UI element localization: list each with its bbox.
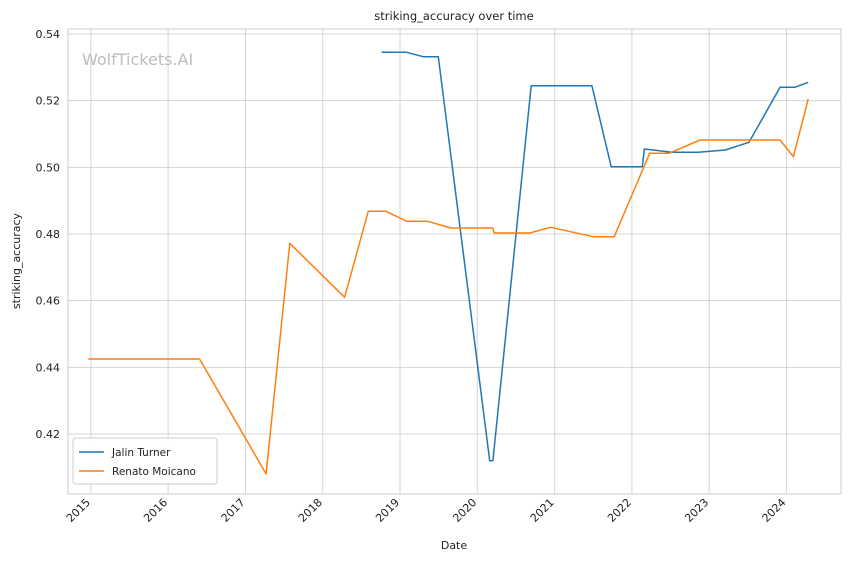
plot-frame: [67, 28, 842, 495]
chart-title: striking_accuracy over time: [374, 9, 533, 23]
y-axis-label: striking_accuracy: [10, 212, 23, 309]
legend: Jalin Turner Renato Moicano: [72, 437, 218, 485]
y-tick-label: 0.44: [36, 361, 61, 374]
series-line-1: [381, 51, 809, 462]
y-ticks: 0.42 0.44 0.46 0.48 0.50 0.52 0.54: [36, 28, 61, 441]
x-axis-label: Date: [441, 539, 468, 552]
y-tick-label: 0.46: [36, 295, 61, 308]
watermark: WolfTickets.AI: [82, 50, 193, 69]
grid: [68, 29, 841, 494]
y-tick-label: 0.54: [36, 28, 61, 41]
y-tick-label: 0.50: [36, 161, 61, 174]
legend-label-series-1: Jalin Turner: [111, 447, 171, 459]
legend-label-series-2: Renato Moicano: [112, 466, 196, 478]
y-tick-label: 0.42: [36, 428, 61, 441]
series-group: [88, 51, 809, 475]
legend-box: [72, 437, 218, 485]
series-line-2: [88, 98, 809, 475]
y-tick-label: 0.48: [36, 228, 61, 241]
y-tick-label: 0.52: [36, 95, 61, 108]
